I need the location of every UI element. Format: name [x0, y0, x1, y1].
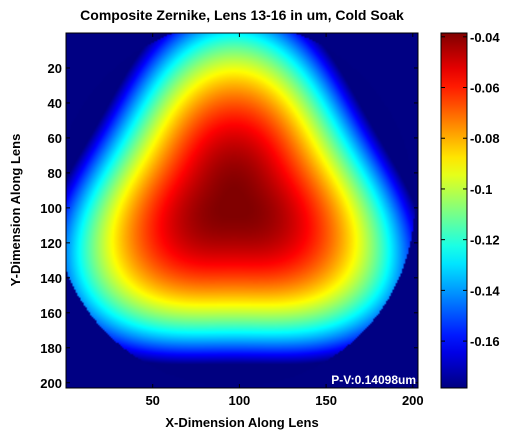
y-tick-label: 60 [48, 131, 62, 146]
y-tick-label: 40 [48, 96, 62, 111]
colorbar [440, 32, 468, 389]
y-tick-label: 100 [40, 201, 62, 216]
y-tick-label: 80 [48, 166, 62, 181]
x-tick-label: 50 [145, 393, 159, 408]
colorbar-tick-label: -0.14 [470, 283, 500, 298]
x-axis-label: X-Dimension Along Lens [165, 415, 318, 430]
x-tick-label: 150 [315, 393, 337, 408]
colorbar-tick-label: -0.16 [470, 334, 500, 349]
colorbar-ticks: -0.04 -0.06 -0.08 -0.1 -0.12 -0.14 -0.16 [441, 30, 500, 349]
x-axis-ticks: 50 100 150 200 [145, 33, 424, 408]
colorbar-tick-label: -0.06 [470, 81, 500, 96]
y-axis-label: Y-Dimension Along Lens [8, 134, 23, 287]
y-tick-label: 200 [40, 376, 62, 391]
x-tick-label: 100 [229, 393, 251, 408]
colorbar-tick-label: -0.12 [470, 233, 500, 248]
pv-annotation: P-V:0.14098um [331, 373, 416, 387]
colorbar-tick-label: -0.04 [470, 30, 500, 45]
heatmap-surface [66, 33, 418, 388]
colorbar-tick-label: -0.1 [470, 182, 492, 197]
y-tick-label: 140 [40, 271, 62, 286]
y-tick-label: 160 [40, 306, 62, 321]
y-axis-ticks: 20 40 60 80 100 120 140 160 180 200 [40, 61, 418, 391]
colorbar-tick-label: -0.08 [470, 131, 500, 146]
y-tick-label: 180 [40, 341, 62, 356]
x-tick-label: 200 [402, 393, 424, 408]
y-tick-label: 120 [40, 236, 62, 251]
y-tick-label: 20 [48, 61, 62, 76]
chart-title: Composite Zernike, Lens 13-16 in um, Col… [80, 7, 404, 23]
plot-frame [65, 32, 419, 389]
